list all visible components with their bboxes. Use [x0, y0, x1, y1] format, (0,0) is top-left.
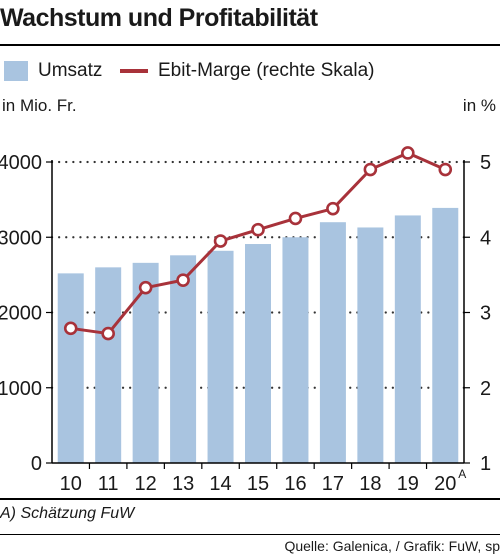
x-tick-label: 19: [397, 473, 419, 495]
bar-umsatz: [319, 222, 346, 463]
legend-item-umsatz: Umsatz: [4, 60, 102, 82]
legend-label-ebit: Ebit-Marge (rechte Skala): [158, 60, 375, 81]
footer-rule: [0, 534, 500, 535]
x-tick-label: 11: [98, 473, 119, 495]
bar-umsatz: [282, 237, 309, 463]
right-axis-unit: in %: [462, 96, 496, 115]
x-tick-label: 15: [247, 473, 269, 495]
title-rule: [0, 44, 500, 46]
point-ebit-marge: [288, 211, 303, 226]
point-ebit-marge: [63, 321, 78, 336]
left-axis-unit: in Mio. Fr.: [2, 96, 77, 115]
x-tick-label: 18: [359, 473, 381, 495]
bar-umsatz: [95, 267, 122, 463]
point-ebit-marge: [438, 162, 453, 177]
x-tick-label: 17: [322, 473, 344, 495]
legend-swatch-bar: [4, 61, 28, 81]
point-ebit-marge: [326, 201, 340, 216]
point-ebit-marge: [138, 280, 153, 295]
bar-umsatz: [394, 215, 421, 463]
point-ebit-marge: [251, 222, 265, 237]
bar-umsatz: [207, 250, 234, 463]
x-tick-label: 12: [135, 473, 157, 495]
point-ebit-marge: [401, 146, 415, 160]
point-ebit-marge: [101, 326, 115, 341]
left-tick-label: 1000: [0, 378, 42, 400]
point-ebit-marge: [176, 273, 190, 287]
x-tick-label: 13: [172, 473, 194, 495]
right-tick-label: 4: [480, 227, 491, 249]
point-ebit-marge: [363, 162, 378, 177]
bar-umsatz: [357, 227, 384, 463]
source-note: Quelle: Galenica, / Grafik: FuW, sp: [284, 538, 500, 554]
bar-umsatz: [432, 207, 459, 463]
bar-umsatz: [57, 273, 84, 463]
x-tick-superscript: A: [458, 467, 466, 481]
bar-umsatz: [245, 244, 271, 463]
right-tick-label: 5: [480, 152, 491, 174]
x-tick-label: 20: [434, 473, 456, 495]
point-ebit-marge: [213, 234, 228, 248]
legend-item-ebit: Ebit-Marge (rechte Skala): [120, 60, 374, 82]
right-tick-label: 3: [480, 303, 491, 325]
left-tick-label: 2000: [0, 303, 42, 325]
x-tick-label: 14: [209, 473, 231, 495]
chart-title: Wachstum und Profitabilität: [0, 4, 318, 32]
left-tick-label: 4000: [0, 152, 42, 174]
footnote: A) Schätzung FuW: [0, 505, 135, 522]
bottom-rule: [0, 498, 500, 500]
left-tick-label: 0: [31, 453, 42, 475]
left-tick-label: 3000: [0, 227, 42, 249]
legend-swatch-line: [120, 69, 148, 73]
x-tick-label: 16: [284, 473, 306, 495]
right-tick-label: 1: [480, 453, 491, 475]
bar-umsatz: [170, 255, 197, 463]
right-tick-label: 2: [480, 378, 491, 400]
x-tick-label: 10: [60, 473, 82, 495]
legend-label-umsatz: Umsatz: [38, 60, 103, 81]
